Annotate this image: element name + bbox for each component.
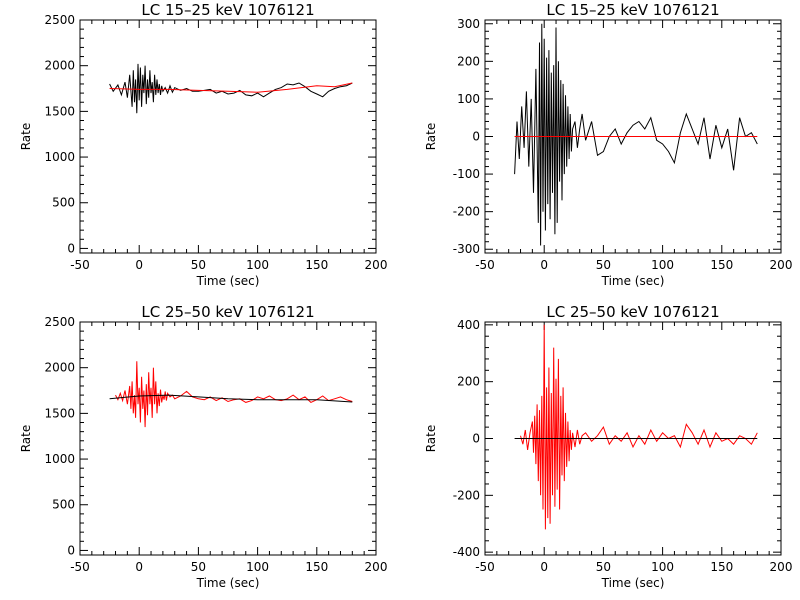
x-axis-label: Time (sec) xyxy=(601,576,665,590)
y-axis-label: Rate xyxy=(424,425,438,453)
x-tick-label: 100 xyxy=(651,560,674,574)
x-axis-label: Time (sec) xyxy=(196,576,260,590)
x-ticks: -50 0 50 100 150 200 xyxy=(70,322,387,574)
chart-title: LC 15–25 keV 1076121 xyxy=(141,1,314,19)
x-tick-label: 0 xyxy=(135,560,143,574)
x-tick-label: 150 xyxy=(710,560,733,574)
panel-4: -50 0 50 100 150 200 -400 -200 0 200 400 LC 25–50 k… xyxy=(424,303,792,590)
y-tick-label: -200 xyxy=(453,488,480,502)
y-tick-label: 0 xyxy=(67,543,75,557)
x-ticks: -50 0 50 100 150 200 xyxy=(475,20,792,272)
y-tick-label: 200 xyxy=(457,54,480,68)
chart-title: LC 15–25 keV 1076121 xyxy=(546,1,719,19)
y-axis-label: Rate xyxy=(424,123,438,151)
y-ticks: 0 500 1000 1500 2000 2500 xyxy=(44,13,376,255)
panel-2: -50 0 50 100 150 200 -300 -200 -100 0 100 200 300 LC … xyxy=(424,1,792,288)
model-series-line xyxy=(109,82,353,93)
x-tick-label: 0 xyxy=(135,258,143,272)
data-series-line xyxy=(115,361,353,428)
chart-title: LC 25–50 keV 1076121 xyxy=(546,303,719,321)
x-tick-label: 200 xyxy=(770,560,793,574)
chart-title: LC 25–50 keV 1076121 xyxy=(141,303,314,321)
x-tick-label: 50 xyxy=(596,560,611,574)
y-tick-label: 1500 xyxy=(44,406,75,420)
x-ticks: -50 0 50 100 150 200 xyxy=(70,20,387,272)
y-tick-label: 200 xyxy=(457,375,480,389)
x-tick-label: -50 xyxy=(70,258,90,272)
y-tick-label: 2000 xyxy=(44,59,75,73)
y-tick-label: 0 xyxy=(472,432,480,446)
x-tick-label: -50 xyxy=(70,560,90,574)
y-tick-label: 1500 xyxy=(44,104,75,118)
x-ticks: -50 0 50 100 150 200 xyxy=(475,322,792,574)
x-tick-label: -50 xyxy=(475,258,495,272)
y-tick-label: -200 xyxy=(453,205,480,219)
y-tick-label: -300 xyxy=(453,242,480,256)
y-ticks: 0 500 1000 1500 2000 2500 xyxy=(44,315,376,557)
y-tick-label: 400 xyxy=(457,318,480,332)
x-tick-label: 200 xyxy=(770,258,793,272)
data-series-line xyxy=(520,324,758,530)
y-tick-label: 2000 xyxy=(44,361,75,375)
x-tick-label: 100 xyxy=(246,560,269,574)
y-tick-label: 100 xyxy=(457,92,480,106)
y-tick-label: 2500 xyxy=(44,13,75,27)
x-tick-label: 50 xyxy=(596,258,611,272)
y-axis-label: Rate xyxy=(19,123,33,151)
y-tick-label: 1000 xyxy=(44,452,75,466)
x-tick-label: 100 xyxy=(246,258,269,272)
x-tick-label: 100 xyxy=(651,258,674,272)
y-tick-label: 0 xyxy=(67,241,75,255)
x-tick-label: 0 xyxy=(540,560,548,574)
x-tick-label: 50 xyxy=(191,258,206,272)
y-axis-label: Rate xyxy=(19,425,33,453)
y-tick-label: 300 xyxy=(457,17,480,31)
y-tick-label: 0 xyxy=(472,130,480,144)
data-series-line xyxy=(109,63,353,114)
x-tick-label: 0 xyxy=(540,258,548,272)
y-tick-label: 500 xyxy=(52,196,75,210)
y-tick-label: -400 xyxy=(453,545,480,559)
plot-frame xyxy=(79,321,377,556)
y-tick-label: 500 xyxy=(52,498,75,512)
y-ticks: -300 -200 -100 0 100 200 300 xyxy=(453,17,781,256)
x-axis-label: Time (sec) xyxy=(601,274,665,288)
y-tick-label: 1000 xyxy=(44,150,75,164)
x-tick-label: 150 xyxy=(305,560,328,574)
x-tick-label: 200 xyxy=(365,560,388,574)
x-tick-label: 150 xyxy=(710,258,733,272)
y-ticks: -400 -200 0 200 400 xyxy=(453,318,781,559)
x-tick-label: -50 xyxy=(475,560,495,574)
plot-frame xyxy=(79,19,377,254)
x-tick-label: 50 xyxy=(191,560,206,574)
model-series-line xyxy=(109,394,353,403)
y-tick-label: -100 xyxy=(453,167,480,181)
y-tick-label: 2500 xyxy=(44,315,75,329)
data-series-line xyxy=(514,23,758,246)
x-tick-label: 200 xyxy=(365,258,388,272)
x-axis-label: Time (sec) xyxy=(196,274,260,288)
x-tick-label: 150 xyxy=(305,258,328,272)
